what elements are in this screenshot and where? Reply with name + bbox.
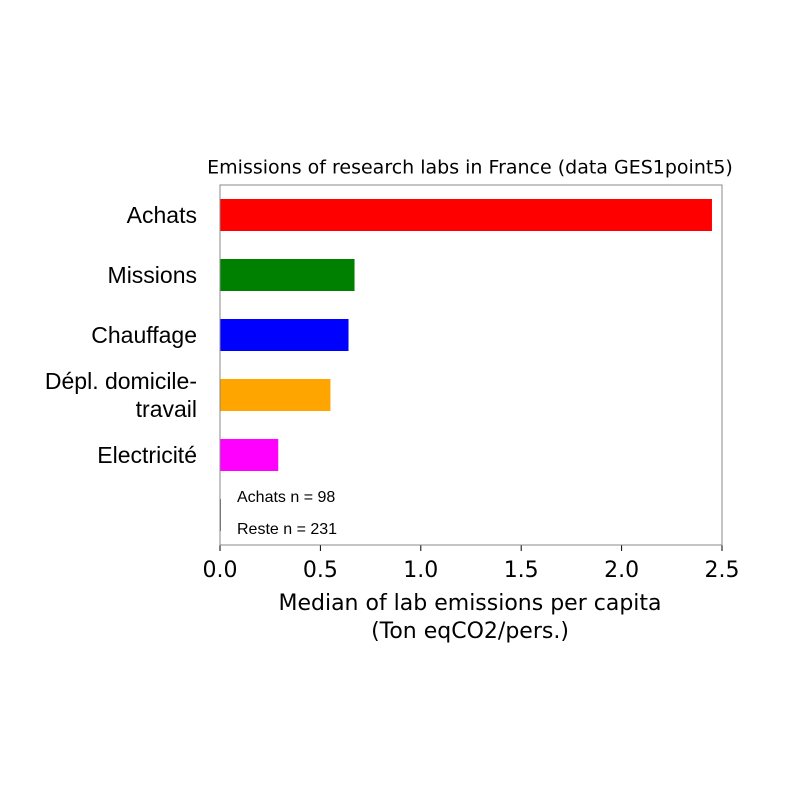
- annotation: Achats n = 98: [237, 489, 335, 506]
- y-tick-label: Achats: [126, 202, 197, 228]
- x-tick-label: 0.5: [303, 558, 338, 583]
- x-tick-label: 2.5: [705, 558, 740, 583]
- y-tick-label: Electricité: [97, 442, 197, 468]
- y-tick-label: Missions: [107, 262, 197, 288]
- bar: [220, 379, 331, 411]
- x-tick-label: 1.0: [403, 558, 438, 583]
- x-tick-label: 0.0: [203, 558, 238, 583]
- bar: [220, 439, 279, 471]
- x-axis-label: (Ton eqCO2/pers.): [371, 619, 569, 644]
- plot-frame: [219, 184, 723, 546]
- x-tick-label: 1.5: [504, 558, 539, 583]
- chart-title: Emissions of research labs in France (da…: [207, 157, 733, 179]
- bar: [220, 319, 349, 351]
- y-tick-label: Dépl. domicile- travail: [44, 368, 197, 422]
- annotation: Reste n = 231: [237, 521, 337, 538]
- bar: [220, 259, 355, 291]
- x-axis-label: Median of lab emissions per capita: [278, 591, 661, 616]
- y-tick-label: Chauffage: [91, 322, 197, 348]
- bar: [220, 199, 712, 231]
- x-tick-label: 2.0: [604, 558, 639, 583]
